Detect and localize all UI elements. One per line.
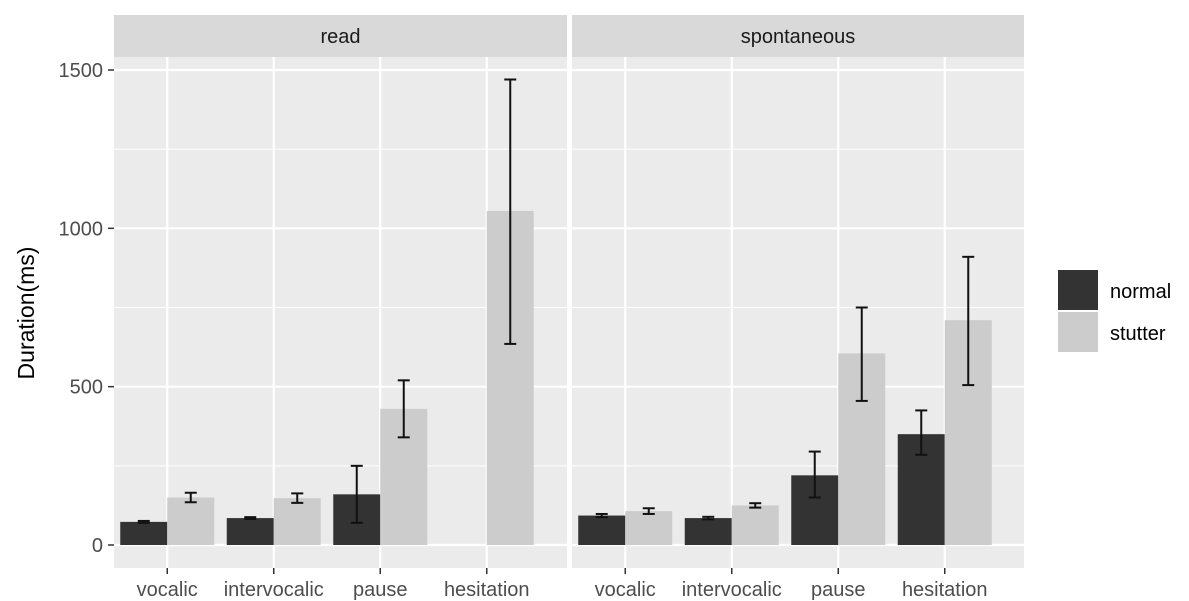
bar-spontaneous-normal-intervocalic [684, 518, 732, 545]
x-tick-label-vocalic: vocalic [137, 579, 198, 601]
x-tick-label-pause: pause [353, 579, 408, 601]
y-axis-title: Duration(ms) [13, 247, 39, 380]
y-tick-label-1500: 1500 [59, 60, 104, 82]
bar-read-normal-intervocalic [226, 518, 274, 545]
bar-read-stutter-vocalic [167, 497, 215, 545]
x-tick-label-intervocalic: intervocalic [224, 579, 324, 601]
x-tick-label-hesitation: hesitation [902, 579, 988, 601]
bar-spontaneous-stutter-vocalic [625, 511, 673, 545]
bar-spontaneous-stutter-intervocalic [731, 505, 779, 545]
x-tick-label-pause: pause [811, 579, 866, 601]
y-axis: 0 500 1000 1500 [59, 60, 114, 557]
x-tick-label-vocalic: vocalic [595, 579, 656, 601]
panel-read: read vocalic intervocalic pause hesitation [114, 15, 567, 601]
strip-label-spontaneous: spontaneous [741, 26, 856, 48]
legend: normal stutter [1058, 270, 1171, 352]
bar-spontaneous-normal-vocalic [578, 515, 626, 545]
y-tick-label-1000: 1000 [59, 218, 104, 240]
y-tick-label-0: 0 [92, 535, 103, 557]
strip-label-read: read [320, 26, 360, 48]
bar-read-stutter-intervocalic [273, 498, 321, 545]
x-tick-label-intervocalic: intervocalic [682, 579, 782, 601]
legend-label-stutter: stutter [1110, 323, 1166, 345]
legend-label-normal: normal [1110, 281, 1171, 303]
strip-read [114, 15, 567, 57]
panel-spontaneous: spontaneous vocalic intervocalic pause hesit… [572, 15, 1024, 601]
legend-key-normal [1058, 270, 1098, 310]
legend-key-stutter [1058, 312, 1098, 352]
strip-spontaneous [572, 15, 1024, 57]
y-tick-label-500: 500 [70, 377, 103, 399]
bar-read-normal-vocalic [120, 521, 168, 545]
x-tick-label-hesitation: hesitation [444, 579, 530, 601]
